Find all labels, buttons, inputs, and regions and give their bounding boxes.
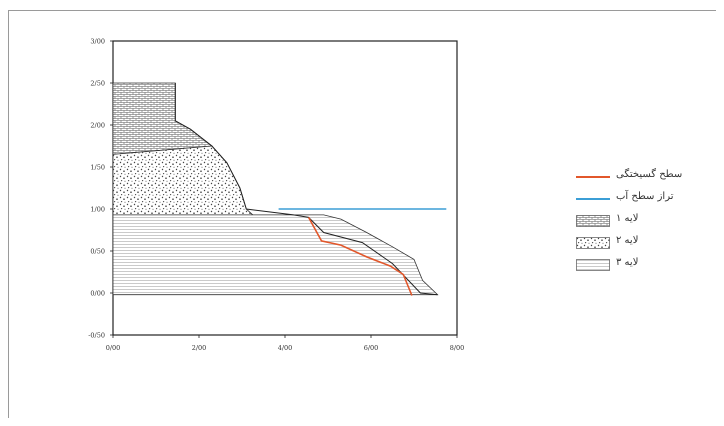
legend-label: لایه ۱ xyxy=(616,213,639,224)
failure-surface-line xyxy=(307,217,413,296)
legend-label: لایه ۳ xyxy=(616,257,639,268)
legend-label: سطح گسیختگی xyxy=(616,169,683,180)
layer-1-area xyxy=(112,82,213,155)
figure-frame xyxy=(8,10,716,418)
y-tick-label: 2/50 xyxy=(90,80,105,88)
layer-3-swatch xyxy=(576,259,610,271)
y-tick-label: 2/00 xyxy=(90,122,105,130)
y-tick-label: 1/50 xyxy=(90,164,105,172)
x-tick-label: 8/00 xyxy=(450,344,465,352)
failure-surface-swatch xyxy=(576,176,610,178)
legend-item-failure-surface: سطح گسیختگی xyxy=(572,168,692,184)
x-tick-label: 6/00 xyxy=(364,344,379,352)
y-tick-label: -0/50 xyxy=(88,332,105,340)
legend-label: لایه ۲ xyxy=(616,235,639,246)
legend-item-layer-2: لایه ۲ xyxy=(572,234,692,250)
y-tick-label: 3/00 xyxy=(90,38,105,46)
layer-2-area xyxy=(112,145,254,216)
y-tick-label: 0/00 xyxy=(90,290,105,298)
layer-3-area xyxy=(112,214,439,296)
y-tick-label: 1/00 xyxy=(90,206,105,214)
legend-item-layer-1: لایه ۱ xyxy=(572,212,692,228)
x-tick-label: 0/00 xyxy=(106,344,121,352)
y-tick-label: 0/50 xyxy=(90,248,105,256)
layer-1-swatch xyxy=(576,215,610,227)
water-level-swatch xyxy=(576,198,610,200)
legend-item-water-level: تراز سطح آب xyxy=(572,190,692,206)
x-tick-label: 4/00 xyxy=(278,344,293,352)
legend: سطح گسیختگی تراز سطح آب لایه ۱ لایه ۲ لا… xyxy=(572,168,692,278)
legend-item-layer-3: لایه ۳ xyxy=(572,256,692,272)
slope-profile-line xyxy=(174,83,438,296)
layer-2-swatch xyxy=(576,237,610,249)
legend-label: تراز سطح آب xyxy=(616,191,674,202)
x-tick-label: 2/00 xyxy=(192,344,207,352)
